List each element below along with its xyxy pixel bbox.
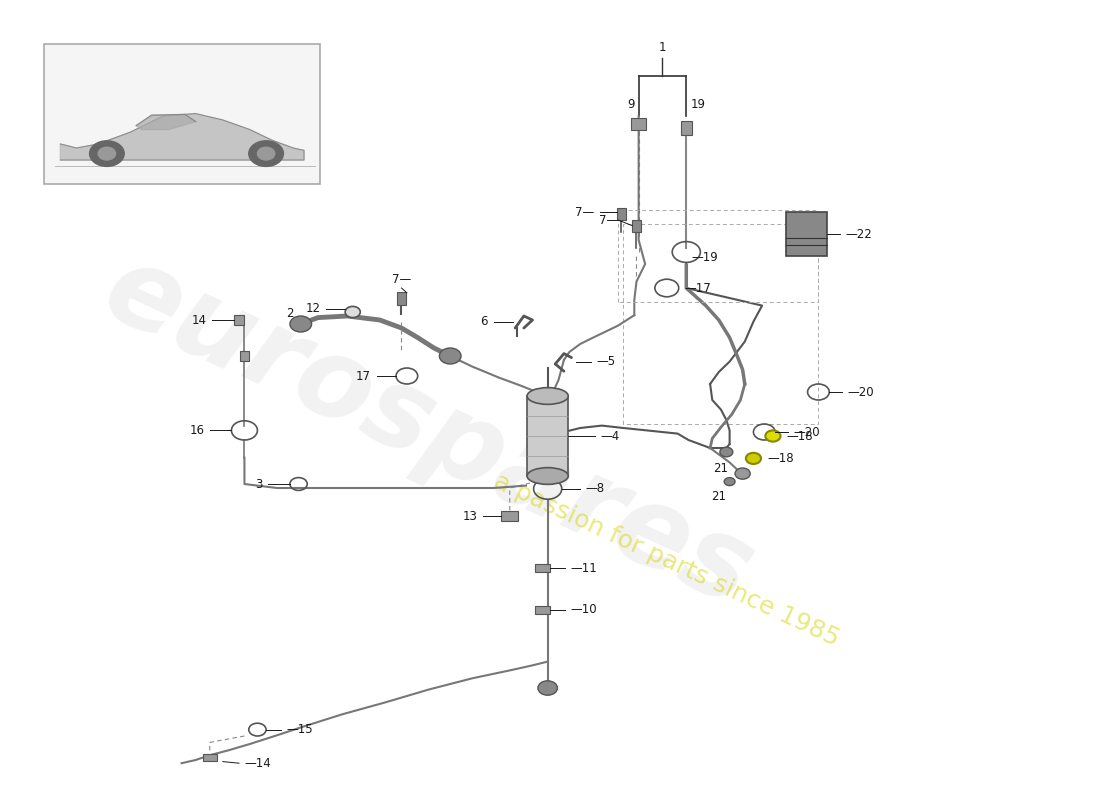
Polygon shape (60, 114, 304, 160)
Text: —19: —19 (692, 251, 718, 264)
Text: —4: —4 (601, 430, 620, 442)
Bar (502, 511, 518, 521)
Circle shape (290, 316, 311, 332)
Text: 7—: 7— (575, 206, 594, 218)
Circle shape (89, 141, 124, 166)
Text: 2: 2 (286, 307, 294, 320)
Text: 16: 16 (189, 424, 205, 437)
Circle shape (345, 306, 361, 318)
Ellipse shape (527, 388, 569, 404)
Text: —18: —18 (768, 452, 794, 465)
Text: 7—: 7— (392, 274, 411, 286)
Text: 7—: 7— (598, 214, 618, 226)
Circle shape (724, 478, 735, 486)
Circle shape (735, 468, 750, 479)
Text: —14: —14 (244, 757, 272, 770)
Bar (535, 606, 550, 614)
Bar (617, 208, 626, 220)
Text: a passion for parts since 1985: a passion for parts since 1985 (491, 469, 844, 651)
Circle shape (719, 447, 733, 457)
Circle shape (746, 453, 761, 464)
Ellipse shape (527, 468, 569, 484)
Text: —8: —8 (585, 482, 605, 495)
Text: —5: —5 (596, 355, 616, 368)
Text: —15: —15 (287, 723, 314, 736)
Circle shape (766, 430, 781, 442)
Circle shape (439, 348, 461, 364)
Bar (632, 220, 641, 232)
Bar (240, 350, 250, 361)
Text: 14: 14 (191, 314, 207, 326)
Bar (397, 292, 406, 305)
Polygon shape (136, 114, 196, 130)
Text: —20: —20 (848, 386, 874, 398)
Bar (785, 212, 827, 256)
Text: 13: 13 (462, 510, 477, 522)
Text: —17: —17 (684, 282, 711, 294)
Circle shape (249, 141, 284, 166)
Text: —18: —18 (785, 430, 813, 442)
Text: 21: 21 (714, 462, 728, 474)
Bar (233, 314, 244, 325)
Circle shape (257, 147, 275, 160)
Bar (535, 564, 550, 572)
Text: —10: —10 (571, 603, 597, 616)
Text: —11: —11 (571, 562, 597, 574)
Text: 1: 1 (659, 41, 667, 54)
Text: 21: 21 (712, 490, 726, 503)
Bar (527, 396, 569, 476)
Text: 17: 17 (356, 370, 371, 382)
Text: 9: 9 (627, 98, 635, 110)
Text: eurospares: eurospares (88, 235, 770, 629)
Bar (44, 44, 320, 184)
Text: 3: 3 (255, 478, 263, 490)
Circle shape (538, 681, 558, 695)
Bar (631, 118, 646, 130)
Text: 19: 19 (691, 98, 705, 110)
Text: 6: 6 (481, 315, 488, 328)
Text: 12: 12 (305, 302, 320, 315)
Text: —20: —20 (793, 426, 821, 438)
Bar (681, 121, 692, 135)
Text: —22: —22 (846, 228, 872, 241)
Bar (202, 754, 217, 762)
Circle shape (98, 147, 116, 160)
